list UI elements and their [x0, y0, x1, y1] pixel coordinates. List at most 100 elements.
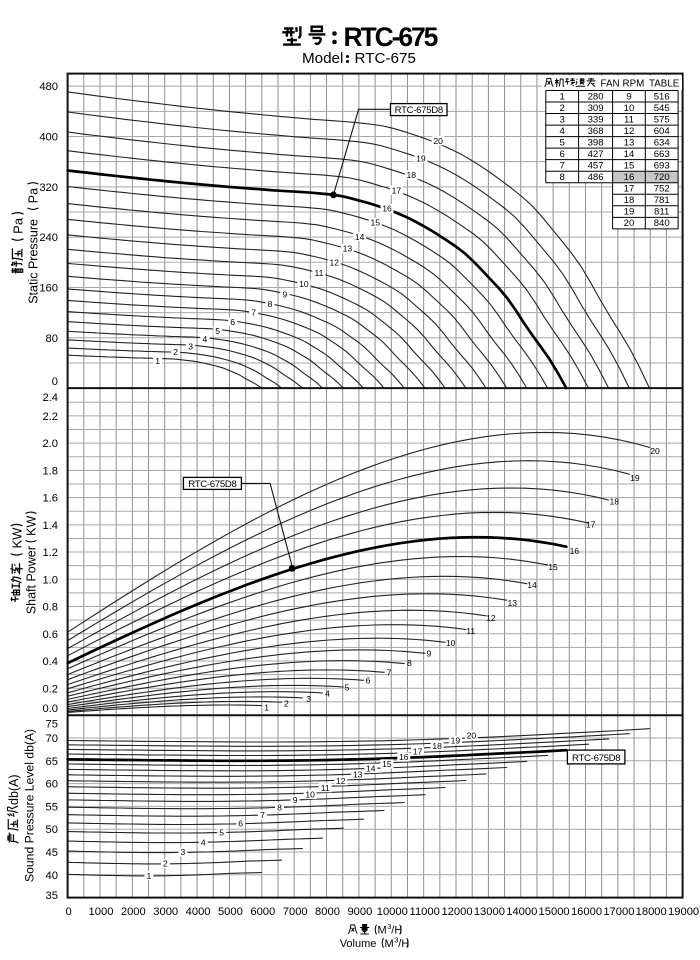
- svg-text:9: 9: [293, 795, 298, 805]
- svg-text:Pa: Pa: [10, 217, 25, 234]
- svg-text:3: 3: [394, 935, 398, 944]
- svg-text:18: 18: [432, 741, 442, 751]
- svg-text:15: 15: [548, 562, 558, 572]
- svg-text:309: 309: [588, 103, 604, 114]
- svg-text:45: 45: [46, 847, 58, 859]
- svg-text:RPM: RPM: [623, 79, 645, 90]
- svg-text:12: 12: [486, 613, 496, 623]
- svg-text:10000: 10000: [377, 906, 408, 918]
- svg-text:9000: 9000: [347, 906, 372, 918]
- svg-text:9: 9: [283, 290, 288, 300]
- svg-text:Volume: Volume: [340, 938, 377, 950]
- svg-text:8: 8: [560, 172, 565, 183]
- svg-text:0.2: 0.2: [42, 683, 58, 695]
- svg-text:2: 2: [163, 859, 168, 869]
- svg-text:20: 20: [624, 218, 635, 229]
- svg-text:2.0: 2.0: [42, 438, 58, 450]
- svg-text:20: 20: [650, 446, 660, 456]
- svg-text:1: 1: [147, 871, 152, 881]
- svg-text:14: 14: [624, 149, 635, 160]
- svg-text:17: 17: [624, 184, 635, 195]
- svg-text:1: 1: [155, 356, 160, 366]
- svg-text:13: 13: [343, 244, 353, 254]
- svg-text:8: 8: [277, 802, 282, 812]
- svg-text:70: 70: [46, 733, 58, 745]
- svg-text:18: 18: [407, 170, 417, 180]
- svg-text:16: 16: [624, 172, 635, 183]
- svg-text:FAN: FAN: [601, 79, 620, 90]
- svg-text:15000: 15000: [539, 906, 570, 918]
- svg-text:60: 60: [46, 779, 58, 791]
- svg-text:5: 5: [215, 326, 220, 336]
- svg-text:Model: Model: [302, 50, 343, 67]
- svg-text:16: 16: [570, 546, 580, 556]
- svg-text:280: 280: [588, 91, 604, 102]
- svg-text:10: 10: [305, 790, 315, 800]
- svg-text:693: 693: [654, 161, 670, 172]
- svg-text:720: 720: [654, 172, 670, 183]
- svg-text:13: 13: [508, 598, 518, 608]
- svg-text:5: 5: [560, 137, 565, 148]
- svg-text:1.6: 1.6: [42, 493, 58, 505]
- svg-text:12: 12: [330, 257, 340, 267]
- svg-text:7: 7: [260, 810, 265, 820]
- svg-text:TABLE: TABLE: [649, 79, 680, 90]
- svg-text:KW: KW: [9, 527, 24, 549]
- svg-text:486: 486: [588, 172, 604, 183]
- svg-text:5: 5: [345, 683, 350, 693]
- svg-text:3: 3: [387, 922, 391, 931]
- svg-text:3: 3: [306, 694, 311, 704]
- svg-text:14000: 14000: [506, 906, 537, 918]
- svg-text:160: 160: [39, 283, 58, 295]
- svg-text:0: 0: [52, 376, 58, 388]
- svg-text:15: 15: [371, 218, 381, 228]
- svg-text:2: 2: [560, 103, 565, 114]
- svg-text:55: 55: [46, 801, 58, 813]
- svg-text:Shaft Power: Shaft Power: [25, 546, 39, 614]
- svg-text:RTC-675: RTC-675: [344, 22, 438, 52]
- svg-text:11: 11: [624, 114, 634, 125]
- svg-text:KW: KW: [25, 515, 39, 535]
- svg-text:427: 427: [588, 149, 604, 160]
- svg-text:1000: 1000: [89, 906, 114, 918]
- svg-text:7: 7: [387, 667, 392, 677]
- svg-text:12: 12: [336, 776, 346, 786]
- svg-text:35: 35: [46, 890, 58, 902]
- svg-text:20: 20: [467, 730, 477, 740]
- svg-text:575: 575: [654, 114, 670, 125]
- svg-text:0.8: 0.8: [42, 602, 58, 614]
- svg-text:RTC-675D8: RTC-675D8: [395, 105, 443, 116]
- svg-text:1.2: 1.2: [42, 547, 58, 559]
- svg-text:19: 19: [416, 153, 426, 163]
- svg-text:480: 480: [39, 81, 58, 93]
- svg-text:M: M: [378, 925, 387, 937]
- svg-text:2: 2: [284, 699, 289, 709]
- svg-text:368: 368: [588, 126, 604, 137]
- svg-text:17: 17: [413, 746, 423, 756]
- svg-text:7: 7: [251, 307, 256, 317]
- svg-text:6000: 6000: [250, 906, 275, 918]
- svg-text:8000: 8000: [315, 906, 340, 918]
- svg-text:663: 663: [654, 149, 670, 160]
- svg-text:4: 4: [325, 689, 330, 699]
- svg-text:0: 0: [65, 906, 71, 918]
- svg-text:3: 3: [188, 342, 193, 352]
- svg-text:398: 398: [588, 137, 604, 148]
- svg-text:15: 15: [382, 759, 392, 769]
- svg-text:16: 16: [399, 752, 409, 762]
- svg-text:RTC-675D8: RTC-675D8: [572, 753, 620, 764]
- svg-text:6: 6: [238, 818, 243, 828]
- svg-text:13: 13: [624, 137, 635, 148]
- svg-text:14: 14: [355, 232, 365, 242]
- svg-text:14: 14: [527, 580, 537, 590]
- svg-text:6: 6: [230, 317, 235, 327]
- svg-text:17: 17: [392, 186, 402, 196]
- svg-text:2.2: 2.2: [42, 411, 58, 423]
- svg-text:/H: /H: [391, 925, 402, 937]
- svg-text:13: 13: [353, 769, 363, 779]
- svg-text:240: 240: [39, 232, 58, 244]
- svg-text:1: 1: [560, 91, 565, 102]
- svg-text:6: 6: [366, 675, 371, 685]
- svg-text:2000: 2000: [121, 906, 146, 918]
- svg-text:5: 5: [219, 828, 224, 838]
